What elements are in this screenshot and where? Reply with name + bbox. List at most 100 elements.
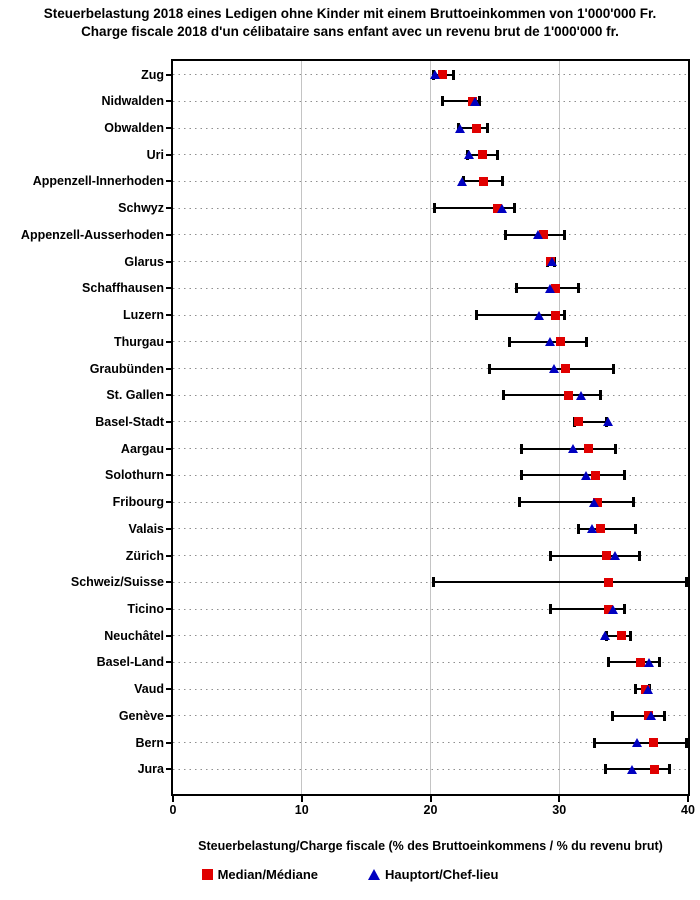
x-tick-mark (172, 794, 174, 802)
row-dotted-gridline (173, 261, 688, 263)
range-max-cap (637, 550, 641, 561)
row-label: Ticino (127, 602, 164, 616)
range-max-cap (658, 657, 662, 668)
x-tick-label: 10 (294, 803, 309, 817)
median-marker (574, 417, 584, 427)
y-axis-tick (166, 661, 171, 664)
hauptort-triangle-icon (368, 869, 381, 880)
chart-plot-area (166, 59, 690, 796)
hauptort-marker (533, 230, 544, 240)
y-axis-tick (166, 501, 171, 504)
y-axis-tick (166, 768, 171, 771)
y-axis-tick (166, 741, 171, 744)
row-dotted-gridline (173, 368, 688, 370)
hauptort-marker (544, 283, 555, 293)
y-axis-category-labels: Zug Nidwalden Obwalden Uri Appenzell-Innerho… (0, 61, 166, 794)
row-label: Bern (135, 735, 164, 750)
row-dotted-gridline (173, 688, 688, 690)
median-marker (595, 524, 605, 534)
median-marker (437, 70, 447, 80)
row-dotted-gridline (173, 528, 688, 530)
median-marker (550, 310, 560, 320)
range-max-cap (562, 310, 566, 321)
range-line (578, 527, 636, 530)
range-line (434, 207, 515, 210)
median-marker (550, 283, 560, 293)
range-max-cap (628, 630, 632, 641)
row-dotted-gridline (173, 100, 688, 102)
row-dotted-gridline (173, 555, 688, 557)
y-axis-tick (166, 233, 171, 236)
range-max-cap (598, 390, 602, 401)
median-marker (561, 364, 571, 374)
row-dotted-gridline (173, 127, 688, 129)
y-axis-tick (166, 314, 171, 317)
row-dotted-gridline (173, 608, 688, 610)
range-min-cap (592, 737, 596, 748)
row-label: Zug (141, 67, 164, 82)
range-min-cap (475, 310, 479, 321)
row-dotted-gridline (173, 394, 688, 396)
hauptort-marker (457, 176, 468, 186)
range-max-cap (623, 604, 627, 614)
hauptort-marker (587, 524, 598, 534)
row-label: Nidwalden (101, 94, 164, 109)
range-min-cap (502, 390, 506, 401)
row-dotted-gridline (173, 581, 688, 583)
median-marker (590, 470, 600, 480)
row-label: St. Gallen (106, 388, 164, 403)
range-min-cap (520, 443, 524, 454)
y-axis-tick (166, 100, 171, 103)
range-max-cap (501, 176, 505, 187)
range-max-cap (485, 123, 489, 134)
median-marker (472, 123, 482, 133)
row-label: Genève (118, 708, 164, 723)
range-min-cap (431, 577, 435, 588)
range-max-cap (562, 229, 566, 240)
hauptort-marker (463, 150, 474, 160)
range-max-cap (623, 470, 627, 481)
row-label: Jura (137, 762, 164, 777)
row-label: Vaud (134, 682, 164, 697)
hauptort-marker (600, 631, 611, 641)
y-axis-tick (166, 608, 171, 610)
median-marker (477, 150, 487, 160)
row-label: Aargau (120, 441, 164, 456)
row-dotted-gridline (173, 768, 688, 770)
row-dotted-gridline (173, 661, 688, 663)
y-axis-tick (166, 527, 171, 530)
median-marker (603, 577, 613, 587)
hauptort-marker (588, 497, 599, 507)
range-max-cap (633, 523, 637, 534)
row-label: Basel-Land (96, 655, 164, 670)
y-axis-tick (166, 714, 171, 717)
row-dotted-gridline (173, 207, 688, 209)
row-dotted-gridline (173, 421, 688, 423)
row-label: Luzern (123, 308, 164, 323)
y-axis-tick (166, 180, 171, 183)
chart-title-french: Charge fiscale 2018 d'un célibataire san… (81, 24, 619, 39)
hauptort-marker (544, 337, 555, 347)
legend-label-median: Median/Médiane (217, 867, 319, 882)
hauptort-marker (470, 96, 481, 106)
y-axis-tick (166, 207, 171, 210)
range-line (608, 661, 660, 664)
hauptort-marker (547, 257, 558, 267)
hauptort-marker (627, 764, 638, 774)
row-label: Glarus (124, 254, 164, 269)
median-marker (563, 390, 573, 400)
y-axis-tick (166, 287, 171, 290)
range-min-cap (503, 229, 507, 240)
row-dotted-gridline (173, 448, 688, 450)
range-line (433, 581, 687, 584)
x-tick-label: 30 (552, 803, 567, 817)
row-label: Obwalden (104, 121, 164, 136)
median-marker (478, 176, 488, 186)
row-label: Schwyz (118, 201, 164, 216)
x-tick-mark (687, 794, 689, 802)
range-min-cap (520, 470, 524, 481)
median-marker (635, 657, 645, 667)
y-axis-tick (166, 153, 171, 156)
range-min-cap (440, 96, 444, 107)
y-axis-tick (166, 367, 171, 370)
